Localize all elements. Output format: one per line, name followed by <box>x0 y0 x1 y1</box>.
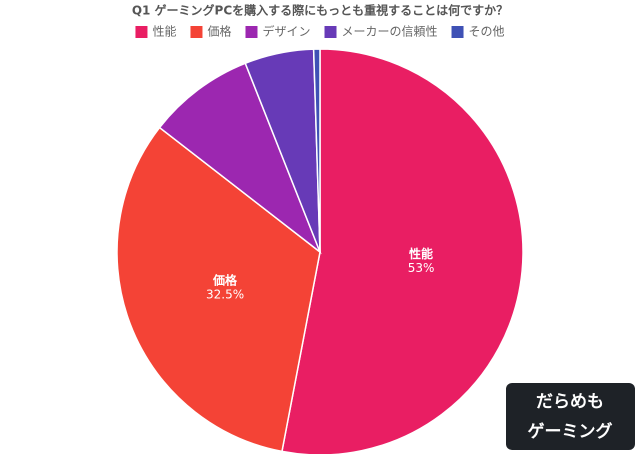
pie-slice <box>312 48 321 253</box>
watermark-text: だらめも <box>536 392 604 412</box>
legend-label: その他 <box>469 25 505 39</box>
chart-title: Q1 ゲーミングPCを購入する際にもっとも重視することは何ですか？ <box>132 3 508 18</box>
legend-swatch <box>135 26 148 38</box>
legend-label: デザイン <box>262 24 310 39</box>
pie-slice <box>281 48 524 454</box>
slice-value-label: 53% <box>408 261 435 275</box>
legend: 性能 価格 デザイン メーカーの信頼性 その他 <box>135 24 505 39</box>
legend-swatch <box>245 26 258 38</box>
watermark-text: ゲーミング <box>528 421 613 442</box>
slice-value-label: 32.5% <box>206 287 244 301</box>
legend-swatch <box>324 26 337 38</box>
legend-label: メーカーの信頼性 <box>342 25 438 39</box>
pie-slice <box>116 126 321 453</box>
pie-slice <box>158 62 322 255</box>
legend-label: 価格 <box>207 24 231 39</box>
legend-label: 性能 <box>152 25 176 39</box>
legend-swatch <box>451 26 464 38</box>
watermark-badge <box>506 383 635 450</box>
legend-swatch <box>190 26 203 38</box>
slice-category-label: 価格 <box>212 272 238 287</box>
slice-category-label: 性能 <box>408 246 433 261</box>
